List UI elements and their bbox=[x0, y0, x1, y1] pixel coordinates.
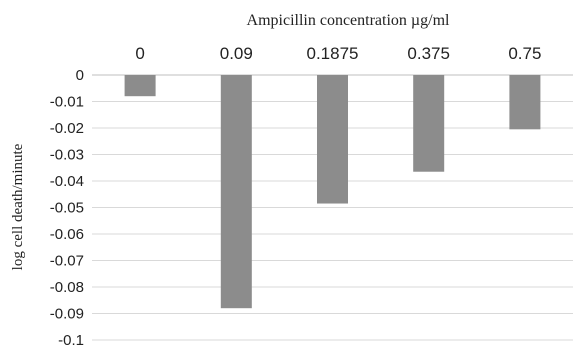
y-tick-label: -0.08 bbox=[50, 279, 84, 296]
y-tick-label: -0.09 bbox=[50, 306, 84, 323]
y-tick-label: -0.1 bbox=[58, 332, 84, 346]
y-axis-title: log cell death/minute bbox=[10, 143, 26, 270]
x-tick-labels: 0 0.09 0.1875 0.375 0.75 bbox=[135, 44, 541, 63]
x-tick-label: 0.1875 bbox=[307, 44, 359, 63]
y-tick-label: -0.06 bbox=[50, 226, 84, 243]
bar bbox=[509, 75, 541, 130]
bar bbox=[317, 75, 348, 204]
y-tick-label: -0.03 bbox=[50, 147, 84, 164]
y-tick-label: -0.04 bbox=[50, 173, 84, 190]
bars bbox=[124, 75, 541, 309]
x-tick-label: 0.375 bbox=[407, 44, 450, 63]
x-tick-label: 0.75 bbox=[508, 44, 541, 63]
bar bbox=[413, 75, 445, 172]
y-tick-label: 0 bbox=[76, 67, 84, 84]
y-tick-label: -0.07 bbox=[50, 253, 84, 270]
y-tick-labels: 0 -0.01 -0.02 -0.03 -0.04 -0.05 -0.06 -0.07 -0.0… bbox=[50, 67, 84, 346]
bar bbox=[124, 75, 156, 97]
y-tick-label: -0.02 bbox=[50, 120, 84, 137]
x-tick-label: 0 bbox=[135, 44, 144, 63]
y-tick-label: -0.01 bbox=[50, 94, 84, 111]
bar bbox=[220, 75, 252, 309]
x-tick-label: 0.09 bbox=[220, 44, 253, 63]
x-axis-title: Ampicillin concentration µg/ml bbox=[247, 12, 451, 29]
y-tick-label: -0.05 bbox=[50, 200, 84, 217]
